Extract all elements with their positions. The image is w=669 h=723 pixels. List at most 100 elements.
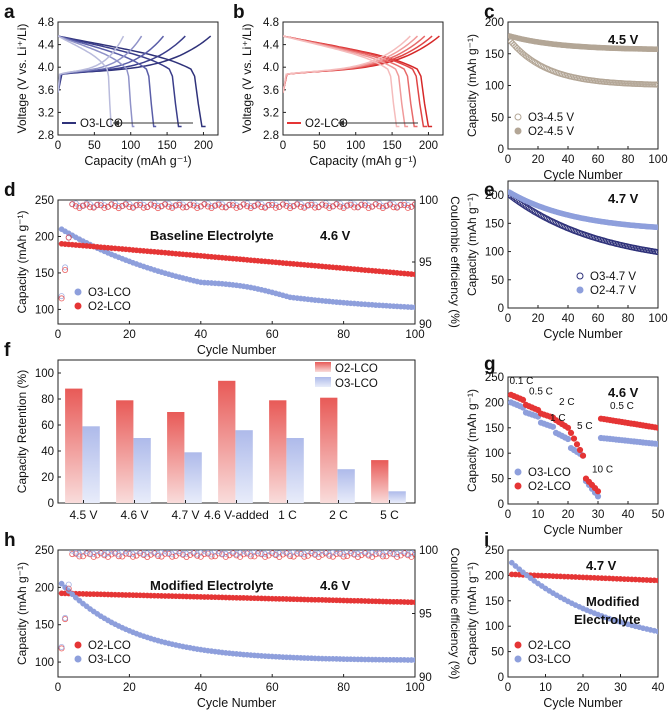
legend-label: O2-LCO xyxy=(335,363,378,375)
ce-point xyxy=(287,553,294,560)
x-tick-label: 0 xyxy=(505,509,511,521)
ce-point xyxy=(376,203,383,210)
x-tick-label: 4.7 V xyxy=(171,508,199,522)
ce-point xyxy=(262,553,269,560)
ce-point xyxy=(201,551,208,558)
ce-point xyxy=(154,202,161,209)
x-tick-label: 0 xyxy=(505,313,511,325)
legend-marker xyxy=(514,655,522,663)
legend-label: O2-LCO xyxy=(88,301,131,313)
y-tick-label: 4.0 xyxy=(38,62,54,74)
data-point xyxy=(536,211,543,218)
data-point xyxy=(533,209,540,217)
data-point xyxy=(412,271,415,278)
plot-area xyxy=(65,380,406,503)
x-tick-label: 50 xyxy=(313,140,326,152)
ce-point xyxy=(101,551,108,558)
bar xyxy=(337,469,355,503)
rate-label: 0.1 C xyxy=(510,376,534,387)
ce-point xyxy=(108,551,115,558)
y-tick-label: 200 xyxy=(35,231,54,243)
ce-point xyxy=(390,550,397,557)
bar xyxy=(82,426,100,503)
ce-point xyxy=(326,551,333,558)
x-tick-label: 200 xyxy=(194,140,213,152)
ce-point xyxy=(294,550,301,557)
bar xyxy=(388,491,406,503)
ce-point xyxy=(137,200,144,207)
y-axis-label: Capacity (mAh g⁻¹) xyxy=(15,562,29,665)
y-tick-label: 250 xyxy=(35,545,54,557)
discharge-curve xyxy=(58,35,206,128)
ce-point xyxy=(183,554,190,561)
y-tick-label: 250 xyxy=(35,195,54,207)
y-axis-label: Voltage (V vs. Li⁺/Li) xyxy=(15,24,29,134)
y-tick-label: 100 xyxy=(485,81,504,93)
ce-point xyxy=(204,550,211,556)
ce-point xyxy=(233,202,240,209)
y-tick-label: 4.0 xyxy=(263,62,279,74)
charge-curve xyxy=(58,35,125,93)
bar xyxy=(235,430,253,503)
panel-letter: h xyxy=(4,530,16,551)
ce-point xyxy=(179,550,186,557)
y-axis-label: Capacity (mAh g⁻¹) xyxy=(465,193,479,296)
ce-point xyxy=(108,201,115,208)
data-point xyxy=(655,46,658,53)
ce-point xyxy=(304,202,311,209)
ce-point xyxy=(297,203,304,210)
legend-marker xyxy=(576,272,584,280)
ce-point xyxy=(126,550,133,557)
y-tick-label: 3.2 xyxy=(38,107,54,119)
x-axis-label: Cycle Number xyxy=(543,523,622,537)
ce-point xyxy=(233,551,240,558)
x-tick-label: 100 xyxy=(405,329,424,341)
ce-point xyxy=(340,553,347,560)
y2-axis-label: Coulombic efficiency (%) xyxy=(448,548,462,680)
ce-point xyxy=(344,202,351,209)
data-point xyxy=(655,628,658,635)
ce-point xyxy=(119,550,126,556)
plot-area xyxy=(508,559,658,635)
ce-point xyxy=(365,202,372,209)
y2-tick-label: 95 xyxy=(419,609,432,621)
ce-point xyxy=(297,550,304,557)
ce-point xyxy=(133,201,140,208)
x-tick-label: 100 xyxy=(346,140,365,152)
ce-point xyxy=(304,550,311,555)
x-tick-label: 4.5 V xyxy=(69,508,97,522)
ce-point xyxy=(80,550,86,555)
rate-label: 5 C xyxy=(577,421,593,432)
y-tick-label: 0 xyxy=(498,672,504,684)
ce-point xyxy=(69,551,76,558)
ce-point xyxy=(101,204,108,211)
panel-b: b 2.8 3.2 3.6 4.0 4.4 4.8 0 50 100 150 200Capacity … xyxy=(233,2,444,168)
x-tick-label: 150 xyxy=(382,140,401,152)
x-tick-label: 4.6 V-added xyxy=(204,508,269,522)
data-point xyxy=(412,304,415,311)
ce-point xyxy=(65,234,72,241)
data-point xyxy=(520,569,526,576)
y-tick-label: 150 xyxy=(35,620,54,632)
plot-area xyxy=(508,391,658,500)
legend-label: O3-LCO xyxy=(88,287,131,299)
axes-frame xyxy=(507,376,659,505)
y-tick-label: 150 xyxy=(485,218,504,230)
x-tick-label: 80 xyxy=(622,313,635,325)
y-tick-label: 0 xyxy=(498,303,504,315)
ce-point xyxy=(65,581,72,588)
ce-point xyxy=(397,201,404,208)
ce-point xyxy=(137,550,144,557)
data-point xyxy=(654,441,658,448)
panel-letter: g xyxy=(484,354,496,375)
bar xyxy=(184,452,202,503)
x-tick-label: 20 xyxy=(123,329,136,341)
panel-letter: d xyxy=(4,180,16,201)
legend-marker xyxy=(514,641,522,649)
x-axis-label: Cycle Number xyxy=(197,343,276,357)
x-tick-label: 60 xyxy=(266,329,279,341)
ce-point xyxy=(329,203,336,210)
ce-point xyxy=(372,551,379,558)
